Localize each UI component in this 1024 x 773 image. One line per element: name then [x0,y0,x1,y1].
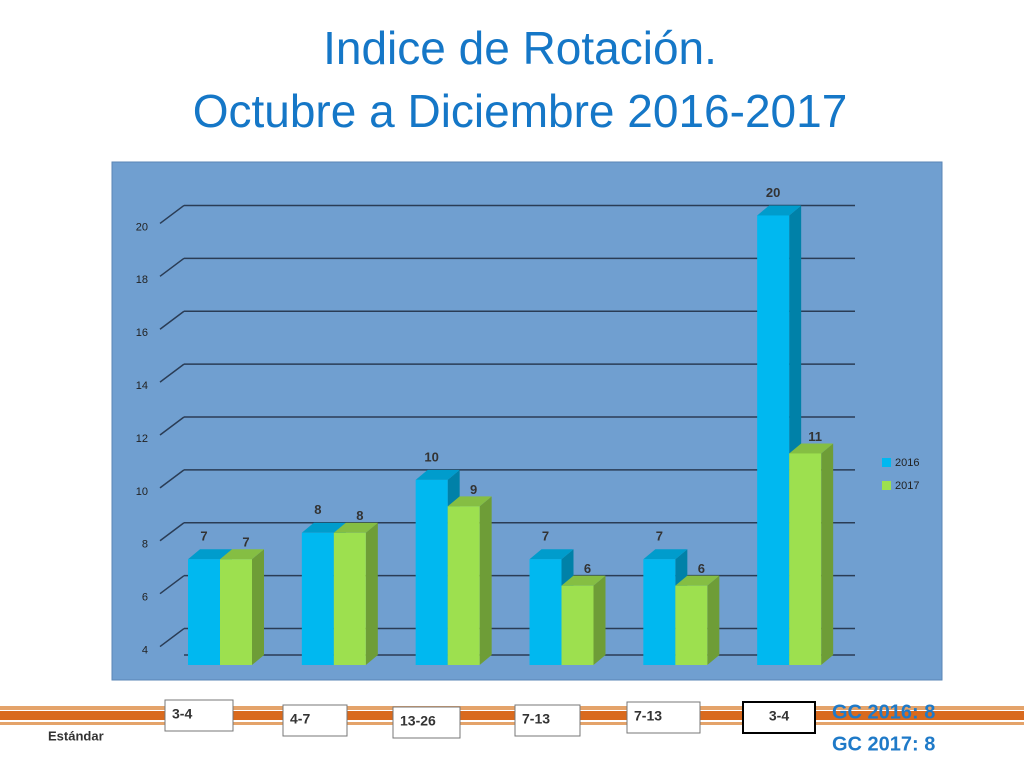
bar-top [675,575,720,586]
value-label: 7 [242,535,249,550]
value-label: 7 [542,529,549,544]
standard-text: 7-13 [634,708,662,724]
bar-top [757,205,802,216]
bar-top [188,549,232,560]
bar-side [479,496,492,665]
standard-box [742,701,816,734]
standard-text: 3-4 [769,708,789,724]
bar [643,559,676,665]
bar [675,585,708,665]
standard-box [626,701,701,734]
stripe [0,706,1024,710]
grid-depth [159,204,185,225]
standard-box [282,704,348,737]
y-tick-label: 14 [136,380,148,392]
y-tick-label: 16 [136,327,148,339]
bar [415,479,448,665]
y-tick-label: 18 [136,274,148,286]
bar-top [643,549,688,560]
stripe [0,711,1024,720]
bar-side [593,575,606,665]
standard-text: 13-26 [400,713,436,729]
standard-box [514,704,581,737]
standard-text: 7-13 [522,711,550,727]
value-label: 10 [424,449,438,464]
bar [561,585,594,665]
stripe [0,722,1024,725]
bar [447,506,480,665]
bar-top [447,496,492,507]
y-tick-label: 10 [136,486,148,498]
bar-side [821,443,834,665]
grid-depth [159,575,185,595]
bar-top [301,522,346,533]
grid-depth [159,416,185,436]
bar-top [561,575,606,586]
bar-top [220,549,264,560]
value-label: 9 [470,482,477,497]
value-label: 8 [314,502,321,517]
value-label: 7 [200,529,207,544]
gc-text: GC 2016: 8 [832,701,935,723]
value-label: 7 [656,529,663,544]
bar [789,453,822,665]
value-label: 6 [584,561,591,576]
bar [757,215,790,665]
y-tick-label: 20 [136,221,148,233]
bar-side [252,549,264,665]
legend-swatch [882,458,891,467]
y-tick-label: 6 [142,592,148,604]
bar [220,559,252,665]
legend-label: 2016 [895,457,919,469]
y-tick-label: 8 [142,539,148,551]
bar-top [333,522,378,533]
bar-top [789,443,834,454]
standard-text: 3-4 [172,706,192,722]
standard-label: Estándar [48,728,104,743]
y-tick-label: 4 [142,644,148,656]
bar-side [365,522,378,665]
grid-depth [159,257,185,277]
bar [301,532,334,665]
grid-depth [159,469,185,489]
y-tick-label: 12 [136,433,148,445]
legend-label: 2017 [895,480,919,492]
title-line: Indice de Rotación. [323,22,717,74]
grid-depth [159,627,185,648]
bar-top [529,549,574,560]
grid-depth [159,522,185,542]
bar [529,559,562,665]
value-label: 6 [698,561,705,576]
bar-side [707,575,720,665]
grid-depth [159,310,185,330]
standard-box [392,706,461,739]
value-label: 20 [766,185,780,200]
bar [333,532,366,665]
bar [188,559,220,665]
value-label: 11 [808,429,822,444]
legend-swatch [882,481,891,490]
standard-box [164,699,234,732]
title-line: Octubre a Diciembre 2016-2017 [193,85,848,137]
bar-top [415,469,460,480]
standard-text: 4-7 [290,711,310,727]
gc-text: GC 2017: 8 [832,733,935,755]
value-label: 8 [356,508,363,523]
grid-depth [159,363,185,383]
